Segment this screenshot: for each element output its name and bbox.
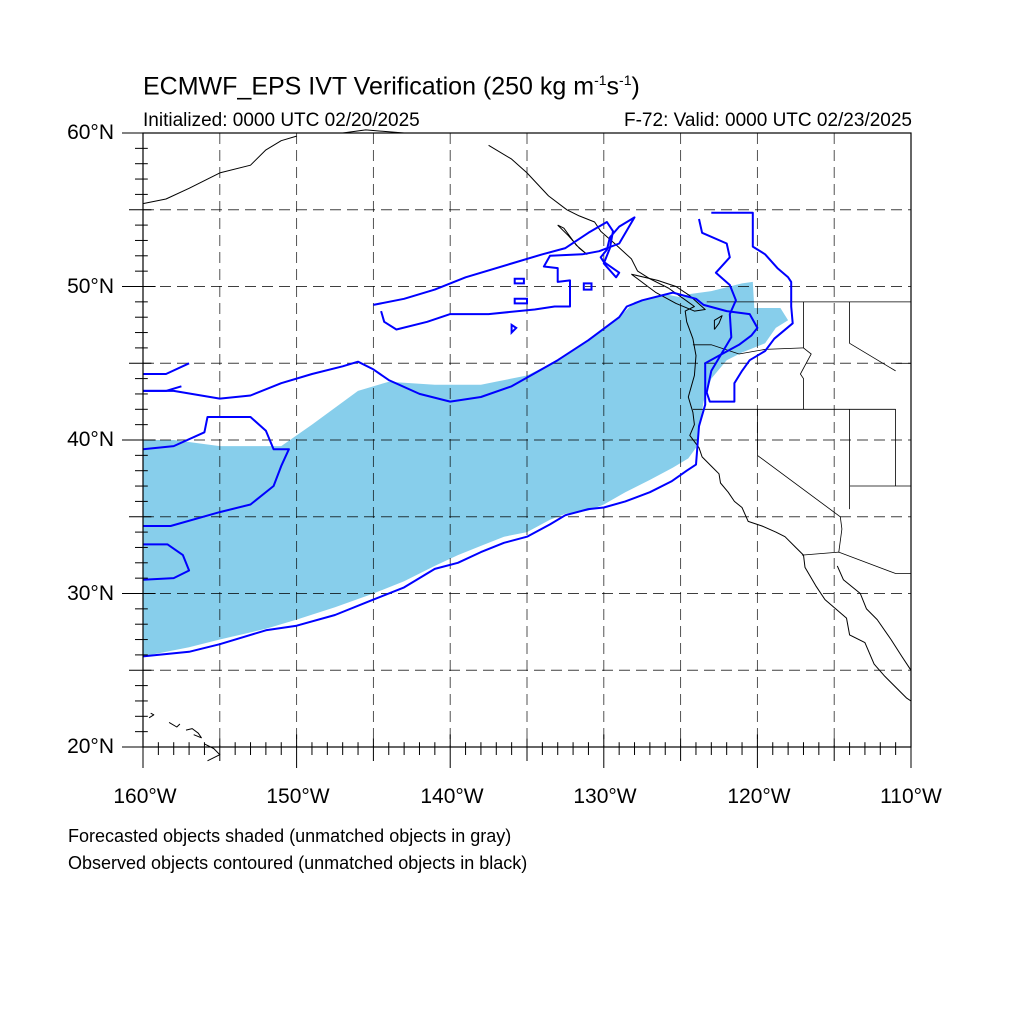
lat-label-30: 30°N: [67, 582, 114, 605]
coastline-5: [631, 273, 706, 312]
footnote-forecast: Forecasted objects shaded (unmatched obj…: [68, 826, 512, 846]
observed-ivt-contour-3: [143, 385, 182, 392]
lat-label-40: 40°N: [67, 428, 114, 451]
coastline-1: [342, 129, 405, 134]
observed-ivt-contour-2: [142, 543, 191, 581]
gridline-layer: [143, 133, 911, 747]
border-1: [692, 344, 804, 355]
footnote-observed: Observed objects contoured (unmatched ob…: [68, 853, 528, 873]
forecast-object-layer: [143, 281, 789, 657]
title-exponent-2: -1: [619, 72, 632, 88]
observed-small-contour-0: [513, 277, 525, 285]
observed-ivt-contour-0: [142, 291, 759, 658]
lon-label-130w: 130°W: [573, 785, 637, 808]
observed-ivt-contour-5: [373, 216, 636, 331]
lat-label-60: 60°N: [67, 121, 114, 144]
title-main: ECMWF_EPS IVT Verification (250 kg m: [143, 72, 595, 101]
lon-label-160w: 160°W: [113, 785, 177, 808]
coastline-9: [185, 728, 202, 739]
border-6: [849, 301, 896, 372]
initialized-label: Initialized: 0000 UTC 02/20/2025: [143, 110, 420, 131]
lon-label-150w: 150°W: [266, 785, 330, 808]
coastline-0: [142, 135, 297, 205]
lon-label-140w: 140°W: [420, 785, 484, 808]
observed-small-contour-1: [513, 297, 528, 305]
lat-label-50: 50°N: [67, 275, 114, 298]
lat-label-20: 20°N: [67, 735, 114, 758]
lon-label-120w: 120°W: [727, 785, 791, 808]
coastline-3: [836, 565, 912, 671]
observed-object-layer: [142, 211, 794, 658]
valid-time-label: F-72: Valid: 0000 UTC 02/23/2025: [624, 110, 912, 131]
coastline-8: [168, 721, 181, 728]
coastline-10: [204, 743, 221, 762]
coastline-2: [488, 144, 912, 702]
title-end: ): [631, 72, 640, 101]
observed-ivt-contour-6: [698, 211, 794, 403]
observed-ivt-contour-4: [143, 362, 190, 375]
coastline-7: [148, 712, 155, 719]
observed-small-contour-2: [582, 282, 593, 291]
map-border: [142, 132, 912, 748]
observed-ivt-contour-1: [142, 416, 290, 527]
title-mid: s: [606, 72, 620, 101]
coastline-layer: [142, 129, 912, 762]
border-5: [801, 551, 911, 574]
map-title: ECMWF_EPS IVT Verification (250 kg m-1s-…: [143, 72, 640, 101]
lon-label-110w: 110°W: [880, 785, 942, 808]
coastline-6: [713, 315, 723, 330]
border-2: [799, 301, 812, 410]
forecast-ivt-object: [143, 281, 789, 657]
observed-small-contour-3: [510, 323, 518, 336]
title-exponent-1: -1: [594, 72, 607, 88]
